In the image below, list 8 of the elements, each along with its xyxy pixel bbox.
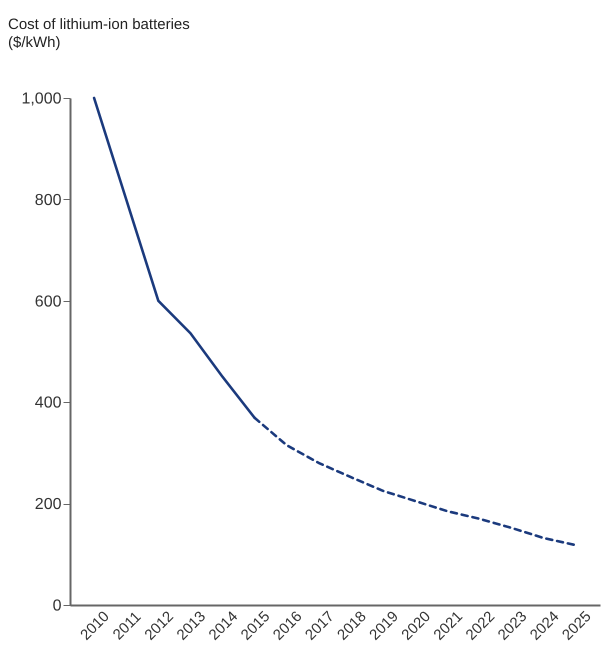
chart-title: Cost of lithium-ion batteries [8, 16, 190, 33]
y-tick-label: 1,000 [21, 90, 62, 108]
y-tick-label: 600 [34, 293, 62, 310]
y-tick-label: 0 [52, 598, 62, 614]
chart-subtitle: ($/kWh) [8, 34, 61, 51]
y-tick-label: 200 [34, 496, 62, 514]
y-tick-label: 400 [34, 394, 62, 412]
y-tick-label: 800 [34, 192, 62, 209]
